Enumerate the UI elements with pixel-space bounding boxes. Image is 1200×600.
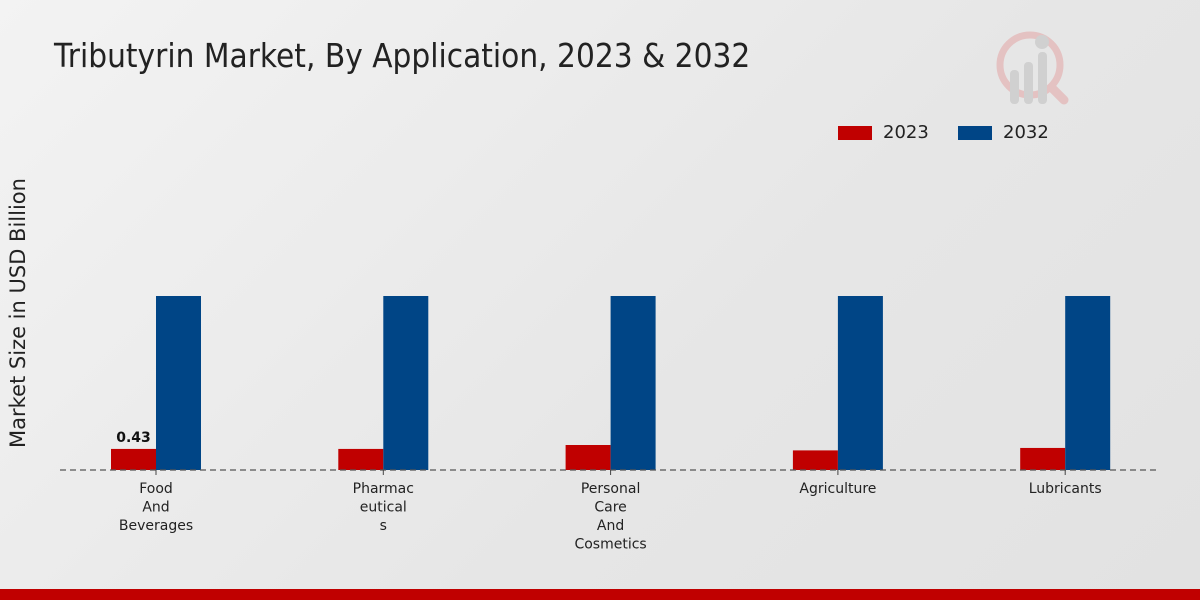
bar-2023-0	[111, 448, 156, 470]
x-tick-label: Beverages	[119, 518, 193, 534]
bar-2032-4	[1065, 296, 1111, 470]
x-tick-label: Pharmac	[353, 481, 414, 497]
bar-2023-4	[1020, 447, 1066, 470]
legend-swatch-2023	[838, 125, 872, 140]
bar-2032-1	[383, 296, 429, 470]
bar-2032-3	[837, 296, 883, 470]
bar-2032-2	[610, 296, 656, 470]
x-tick-label: eutical	[360, 500, 407, 516]
bar-2023-3	[792, 450, 838, 470]
x-tick-label: Personal	[581, 481, 641, 497]
bar-2032-0	[156, 296, 201, 470]
legend-label-2023: 2023	[883, 122, 929, 143]
footer-bar	[0, 589, 1200, 600]
x-tick-label: And	[597, 518, 624, 534]
x-tick-label: Lubricants	[1029, 481, 1102, 497]
x-tick-label: s	[380, 518, 387, 534]
legend-swatch-2032	[958, 125, 992, 140]
data-label: 0.43	[116, 430, 151, 446]
x-tick-label: Cosmetics	[574, 537, 646, 553]
bar-2023-1	[338, 448, 384, 470]
chart-title: Tributyrin Market, By Application, 2023 …	[54, 36, 751, 75]
x-tick-label: Food	[139, 481, 173, 497]
bar-2023-2	[565, 445, 611, 470]
x-tick-label: And	[142, 500, 169, 516]
watermark-logo-icon	[996, 31, 1069, 105]
legend-label-2032: 2032	[1003, 122, 1049, 143]
legend-item-2023[interactable]: 2023	[838, 122, 929, 143]
x-tick-label: Care	[594, 500, 626, 516]
x-tick-label: Agriculture	[799, 481, 876, 497]
legend-item-2032[interactable]: 2032	[958, 122, 1049, 143]
